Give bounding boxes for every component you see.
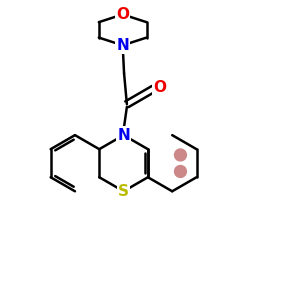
Text: O: O	[116, 7, 129, 22]
Circle shape	[175, 149, 186, 161]
Text: O: O	[153, 80, 166, 95]
Text: N: N	[116, 38, 129, 53]
Circle shape	[175, 166, 186, 177]
Text: N: N	[117, 128, 130, 142]
Text: S: S	[118, 184, 129, 199]
